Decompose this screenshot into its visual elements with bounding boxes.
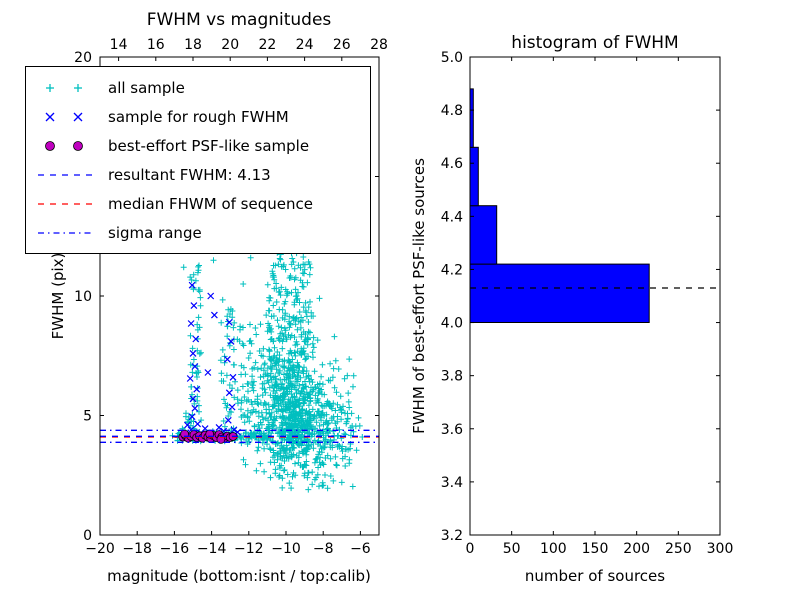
svg-text:3.8: 3.8: [441, 369, 463, 385]
svg-text:−12: −12: [234, 541, 264, 557]
svg-text:16: 16: [147, 37, 165, 53]
svg-text:28: 28: [370, 37, 388, 53]
svg-text:18: 18: [184, 37, 202, 53]
legend-row: sigma range: [34, 218, 370, 247]
svg-text:−16: −16: [160, 541, 190, 557]
svg-text:0: 0: [466, 541, 475, 557]
svg-text:5: 5: [83, 409, 92, 425]
all-sample-points: [169, 227, 366, 493]
svg-text:150: 150: [582, 541, 609, 557]
svg-text:24: 24: [296, 37, 314, 53]
svg-text:100: 100: [540, 541, 567, 557]
svg-text:4.0: 4.0: [441, 316, 463, 332]
svg-text:0: 0: [83, 528, 92, 544]
histogram-ylabel: FWHM of best-effort PSF-like sources: [410, 158, 428, 434]
svg-text:200: 200: [623, 541, 650, 557]
svg-text:−20: −20: [85, 541, 115, 557]
hist-bar: [469, 263, 650, 324]
scatter-xlabel: magnitude (bottom:isnt / top:calib): [107, 567, 371, 585]
svg-text:4.6: 4.6: [441, 156, 463, 172]
hist-bar: [469, 146, 479, 207]
scatter-plot: −20 −18 −16 −14 −12 −10 −8 −6 14 16 18 20 22 24 26 28 0 5…: [74, 37, 388, 557]
histogram-plot: 0 50 100 150 200 250 300 3.2 3.4 3.6 3.8 4.0 4.2 4.4 4…: [441, 50, 734, 557]
legend-row: sample for rough FWHM: [34, 102, 370, 131]
svg-text:5.0: 5.0: [441, 50, 463, 66]
dashed-line-legend-marker-icon: [38, 202, 94, 205]
svg-text:300: 300: [707, 541, 734, 557]
svg-text:−18: −18: [122, 541, 152, 557]
svg-text:−10: −10: [271, 541, 301, 557]
legend: all sample sample for rough FWHM best-effo…: [25, 66, 371, 254]
plus-legend-marker-icon: [46, 83, 82, 92]
svg-text:−6: −6: [350, 541, 371, 557]
histogram-xlabel: number of sources: [524, 567, 666, 585]
x-legend-marker-icon: [45, 112, 83, 121]
svg-text:50: 50: [503, 541, 521, 557]
svg-text:14: 14: [110, 37, 128, 53]
legend-row: resultant FWHM: 4.13: [34, 160, 370, 189]
svg-text:−8: −8: [313, 541, 334, 557]
svg-text:22: 22: [258, 37, 276, 53]
svg-text:3.4: 3.4: [441, 475, 463, 491]
svg-text:10: 10: [74, 289, 92, 305]
legend-label: best-effort PSF-like sample: [108, 136, 310, 155]
dashdot-line-legend-marker-icon: [38, 231, 94, 234]
svg-text:4.2: 4.2: [441, 262, 463, 278]
svg-text:250: 250: [665, 541, 692, 557]
svg-text:4.8: 4.8: [441, 103, 463, 119]
legend-row: all sample: [34, 73, 370, 102]
legend-label: median FHWM of sequence: [108, 194, 313, 213]
legend-label: sample for rough FWHM: [108, 107, 289, 126]
hist-bar: [469, 205, 498, 265]
legend-label: all sample: [108, 78, 185, 97]
scatter-ylabel: FWHM (pix): [49, 252, 67, 340]
svg-text:20: 20: [221, 37, 239, 53]
circle-legend-marker-icon: [45, 140, 83, 151]
svg-text:20: 20: [74, 50, 92, 66]
svg-text:−14: −14: [197, 541, 227, 557]
scatter-title: FWHM vs magnitudes: [146, 10, 332, 30]
legend-label: resultant FWHM: 4.13: [108, 165, 271, 184]
svg-text:3.2: 3.2: [441, 528, 463, 544]
legend-label: sigma range: [108, 223, 202, 242]
svg-text:3.6: 3.6: [441, 422, 463, 438]
legend-row: best-effort PSF-like sample: [34, 131, 370, 160]
svg-text:4.4: 4.4: [441, 209, 463, 225]
histogram-title: histogram of FWHM: [511, 33, 679, 53]
dashed-line-legend-marker-icon: [38, 173, 94, 176]
svg-text:26: 26: [333, 37, 351, 53]
legend-row: median FHWM of sequence: [34, 189, 370, 218]
